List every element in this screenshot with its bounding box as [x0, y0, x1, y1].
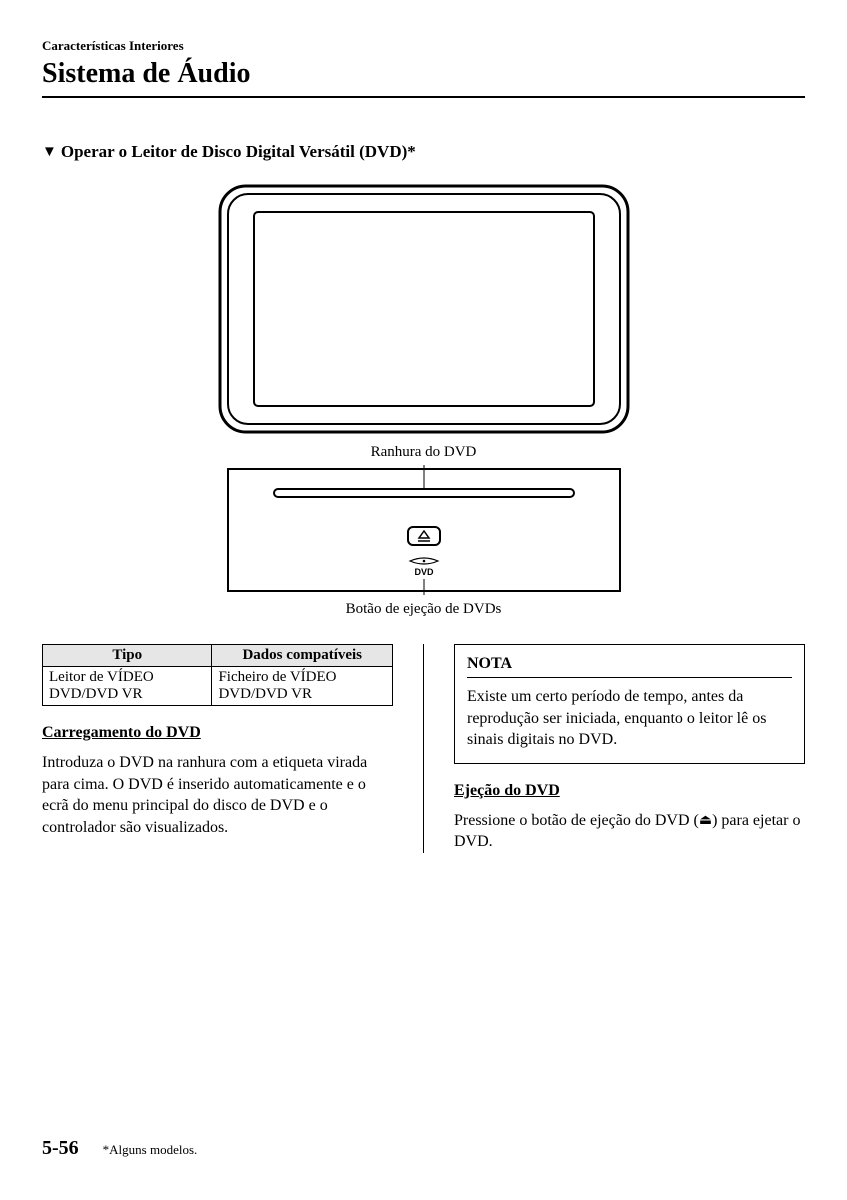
- nota-title: NOTA: [467, 655, 792, 678]
- section-heading: ▼Operar o Leitor de Disco Digital Versát…: [42, 142, 805, 162]
- eject-icon: ⏏: [699, 813, 712, 828]
- slot-label: Ranhura do DVD: [371, 444, 477, 461]
- page-number: 5-56: [42, 1137, 79, 1160]
- dvd-slot-illustration: DVD: [224, 465, 624, 595]
- dvd-diagram: Ranhura do DVD DVD Botão de ejeção de DV…: [42, 180, 805, 622]
- left-column: Tipo Dados compatíveis Leitor de VÍDEO D…: [42, 644, 393, 853]
- triangle-icon: ▼: [42, 144, 57, 160]
- nota-body: Existe um certo período de tempo, antes …: [467, 686, 792, 751]
- left-body: Introduza o DVD na ranhura com a etiquet…: [42, 752, 393, 838]
- dvd-text-on-unit: DVD: [414, 567, 434, 577]
- table-cell: Leitor de VÍDEO DVD/DVD VR: [43, 667, 212, 706]
- table-header-dados: Dados compatíveis: [212, 645, 393, 667]
- table-row: Leitor de VÍDEO DVD/DVD VR Ficheiro de V…: [43, 667, 393, 706]
- page-footer: 5-56 *Alguns modelos.: [42, 1137, 805, 1160]
- table-header-tipo: Tipo: [43, 645, 212, 667]
- eject-body-pre: Pressione o botão de ejeção do DVD (: [454, 812, 699, 829]
- screen-illustration: [214, 180, 634, 438]
- nota-box: NOTA Existe um certo período de tempo, a…: [454, 644, 805, 764]
- content-columns: Tipo Dados compatíveis Leitor de VÍDEO D…: [42, 644, 805, 853]
- right-column: NOTA Existe um certo período de tempo, a…: [454, 644, 805, 853]
- column-divider: [423, 644, 424, 853]
- footnote: *Alguns modelos.: [103, 1142, 198, 1158]
- right-subheading: Ejeção do DVD: [454, 782, 805, 800]
- table-cell: Ficheiro de VÍDEO DVD/DVD VR: [212, 667, 393, 706]
- header-rule: [42, 96, 805, 98]
- header-section-small: Características Interiores: [42, 38, 805, 54]
- compat-table: Tipo Dados compatíveis Leitor de VÍDEO D…: [42, 644, 393, 706]
- right-body: Pressione o botão de ejeção do DVD (⏏) p…: [454, 810, 805, 853]
- section-heading-text: Operar o Leitor de Disco Digital Versáti…: [61, 142, 416, 161]
- eject-button-label: Botão de ejeção de DVDs: [346, 601, 502, 618]
- header-section-large: Sistema de Áudio: [42, 58, 805, 90]
- left-subheading: Carregamento do DVD: [42, 724, 393, 742]
